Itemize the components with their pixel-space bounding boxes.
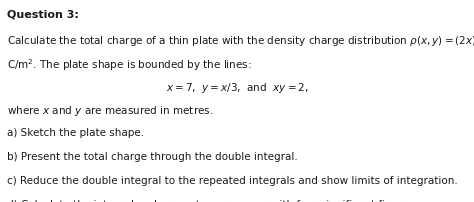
Text: Calculate the total charge of a thin plate with the density charge distribution : Calculate the total charge of a thin pla… (7, 33, 474, 49)
Text: b) Present the total charge through the double integral.: b) Present the total charge through the … (7, 152, 298, 162)
Text: Question 3:: Question 3: (7, 9, 79, 19)
Text: where $x$ and $y$ are measured in metres.: where $x$ and $y$ are measured in metres… (7, 104, 213, 118)
Text: d) Calculate the integral and present your answer with four significant figures.: d) Calculate the integral and present yo… (7, 200, 418, 202)
Text: a) Sketch the plate shape.: a) Sketch the plate shape. (7, 128, 144, 138)
Text: $x = 7$,  $y = x/3$,  and  $xy = 2$,: $x = 7$, $y = x/3$, and $xy = 2$, (165, 81, 309, 95)
Text: c) Reduce the double integral to the repeated integrals and show limits of integ: c) Reduce the double integral to the rep… (7, 176, 458, 186)
Text: C/m$^2$. The plate shape is bounded by the lines:: C/m$^2$. The plate shape is bounded by t… (7, 57, 252, 73)
